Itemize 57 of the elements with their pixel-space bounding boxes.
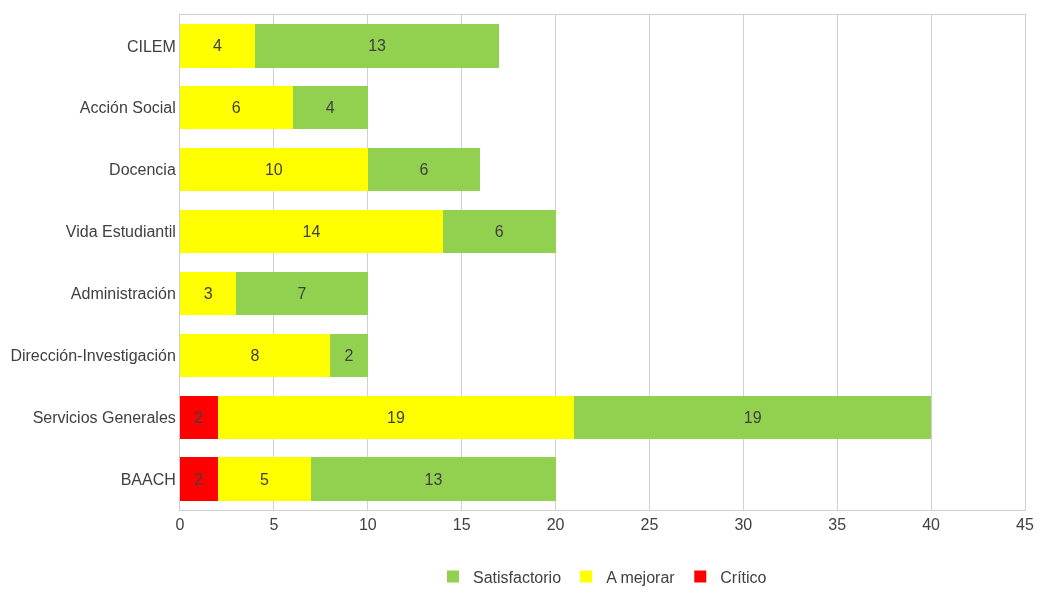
data-label: 4: [325, 99, 335, 117]
bar: [442, 209, 556, 254]
x-tick-label: 5: [269, 516, 279, 534]
data-label: 6: [494, 223, 504, 241]
data-label: 14: [302, 223, 321, 241]
bar: [255, 24, 500, 68]
bar: [292, 86, 368, 130]
bar: [330, 333, 368, 377]
data-label: 3: [203, 284, 213, 302]
bar: [180, 86, 293, 130]
bar: [180, 333, 331, 377]
bar: [180, 457, 218, 501]
legend-label: Crítico: [720, 568, 767, 586]
y-tick-label: Docencia: [109, 161, 176, 179]
y-tick-label: Servicios Generales: [32, 408, 176, 426]
bar: [574, 395, 932, 439]
bar: [236, 271, 368, 316]
data-label: 8: [250, 346, 260, 364]
data-label: 6: [419, 161, 429, 179]
data-label: 19: [387, 408, 405, 426]
bar: [217, 457, 312, 501]
y-tick-label: BAACH: [120, 470, 176, 488]
bar: [180, 209, 443, 254]
x-tick-label: 30: [734, 516, 753, 534]
bar: [367, 148, 481, 192]
legend-label: A mejorar: [606, 568, 676, 586]
data-label: 7: [297, 284, 307, 302]
x-tick-label: 45: [1016, 516, 1034, 534]
x-tick-label: 10: [358, 516, 377, 534]
y-tick-label: CILEM: [126, 37, 176, 55]
x-tick-label: 0: [175, 516, 185, 534]
y-tick-label: Administración: [70, 285, 176, 303]
x-tick-label: 40: [922, 516, 941, 534]
bar: [217, 395, 575, 439]
data-label: 19: [743, 408, 762, 426]
data-label: 5: [260, 470, 269, 488]
y-tick-label: Vida Estudiantil: [65, 223, 176, 241]
x-tick-label: 15: [452, 516, 471, 534]
data-label: 2: [194, 408, 204, 426]
bar: [180, 24, 256, 68]
data-label: 10: [264, 161, 283, 179]
legend-label: Satisfactorio: [473, 568, 562, 586]
data-label: 13: [424, 470, 443, 488]
bar: [180, 271, 237, 316]
data-label: 13: [368, 37, 387, 55]
bar: [180, 395, 218, 439]
bar: [180, 148, 368, 192]
data-label: 2: [194, 470, 204, 488]
x-tick-label: 25: [640, 516, 659, 534]
x-tick-label: 20: [546, 516, 565, 534]
data-label: 6: [231, 99, 241, 117]
data-label: 4: [213, 37, 223, 55]
bar: [311, 457, 556, 501]
y-tick-label: Acción Social: [79, 99, 176, 117]
y-tick-label: Dirección-Investigación: [10, 346, 176, 364]
x-tick-label: 35: [828, 516, 847, 534]
data-label: 2: [344, 346, 354, 364]
